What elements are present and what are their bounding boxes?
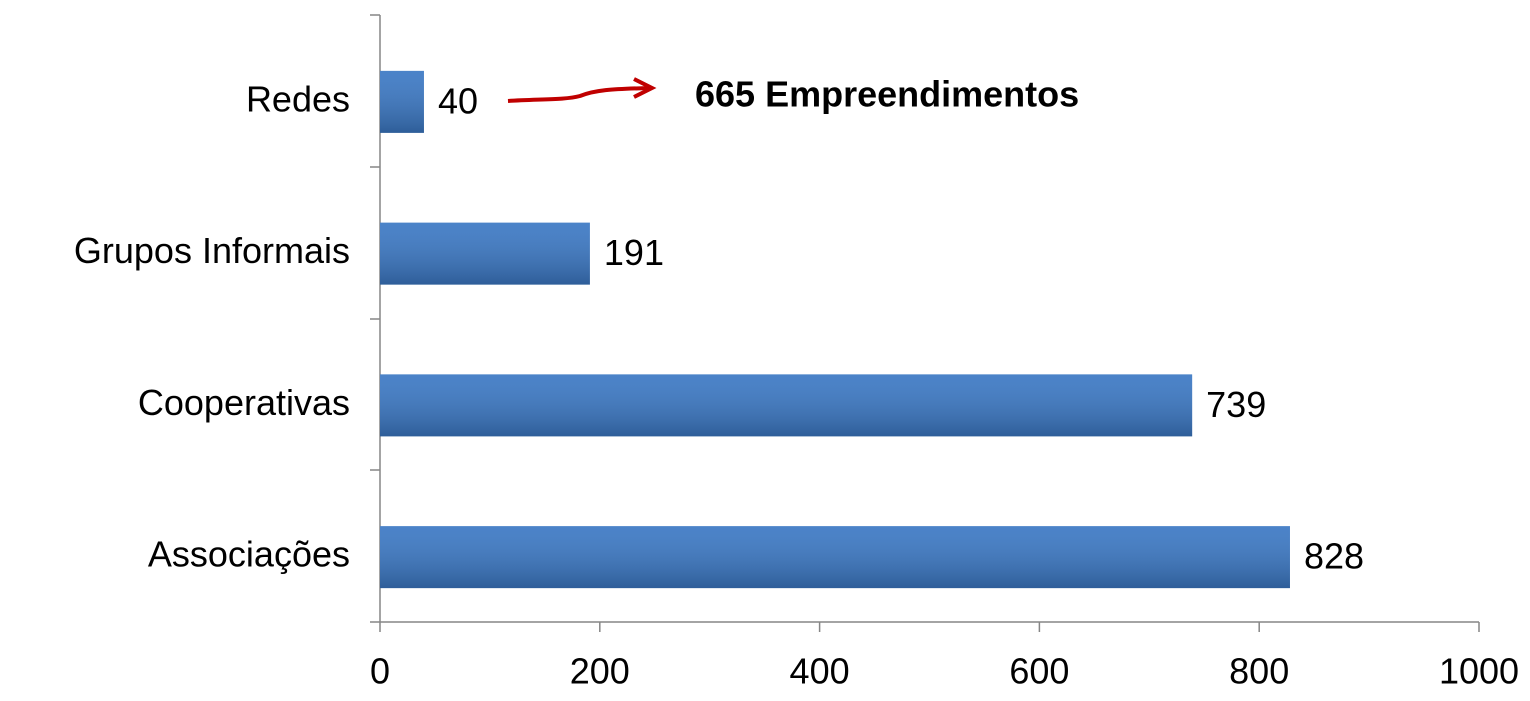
bar bbox=[380, 222, 590, 285]
x-tick-label: 400 bbox=[790, 651, 850, 692]
x-tick-label: 600 bbox=[1009, 651, 1069, 692]
x-tick-label: 800 bbox=[1229, 651, 1289, 692]
annotation-arrowhead bbox=[633, 77, 657, 99]
annotation: 665 Empreendimentos bbox=[695, 74, 1079, 115]
y-tick-label: Cooperativas bbox=[138, 382, 350, 423]
value-label: 191 bbox=[604, 232, 664, 273]
y-axis-ticks bbox=[370, 14, 380, 623]
bar bbox=[380, 70, 424, 133]
bar bbox=[380, 526, 1290, 589]
x-tick-label: 200 bbox=[570, 651, 630, 692]
y-tick-label: Grupos Informais bbox=[74, 230, 350, 271]
value-label: 828 bbox=[1304, 536, 1364, 577]
value-label: 739 bbox=[1206, 384, 1266, 425]
x-tick-label: 1000 bbox=[1439, 651, 1519, 692]
annotation-arrow bbox=[507, 86, 651, 103]
x-tick-label: 0 bbox=[370, 651, 390, 692]
y-tick-label: Associações bbox=[148, 534, 350, 575]
y-tick-label: Redes bbox=[246, 78, 350, 119]
value-label: 40 bbox=[438, 80, 478, 121]
bar bbox=[380, 374, 1193, 437]
